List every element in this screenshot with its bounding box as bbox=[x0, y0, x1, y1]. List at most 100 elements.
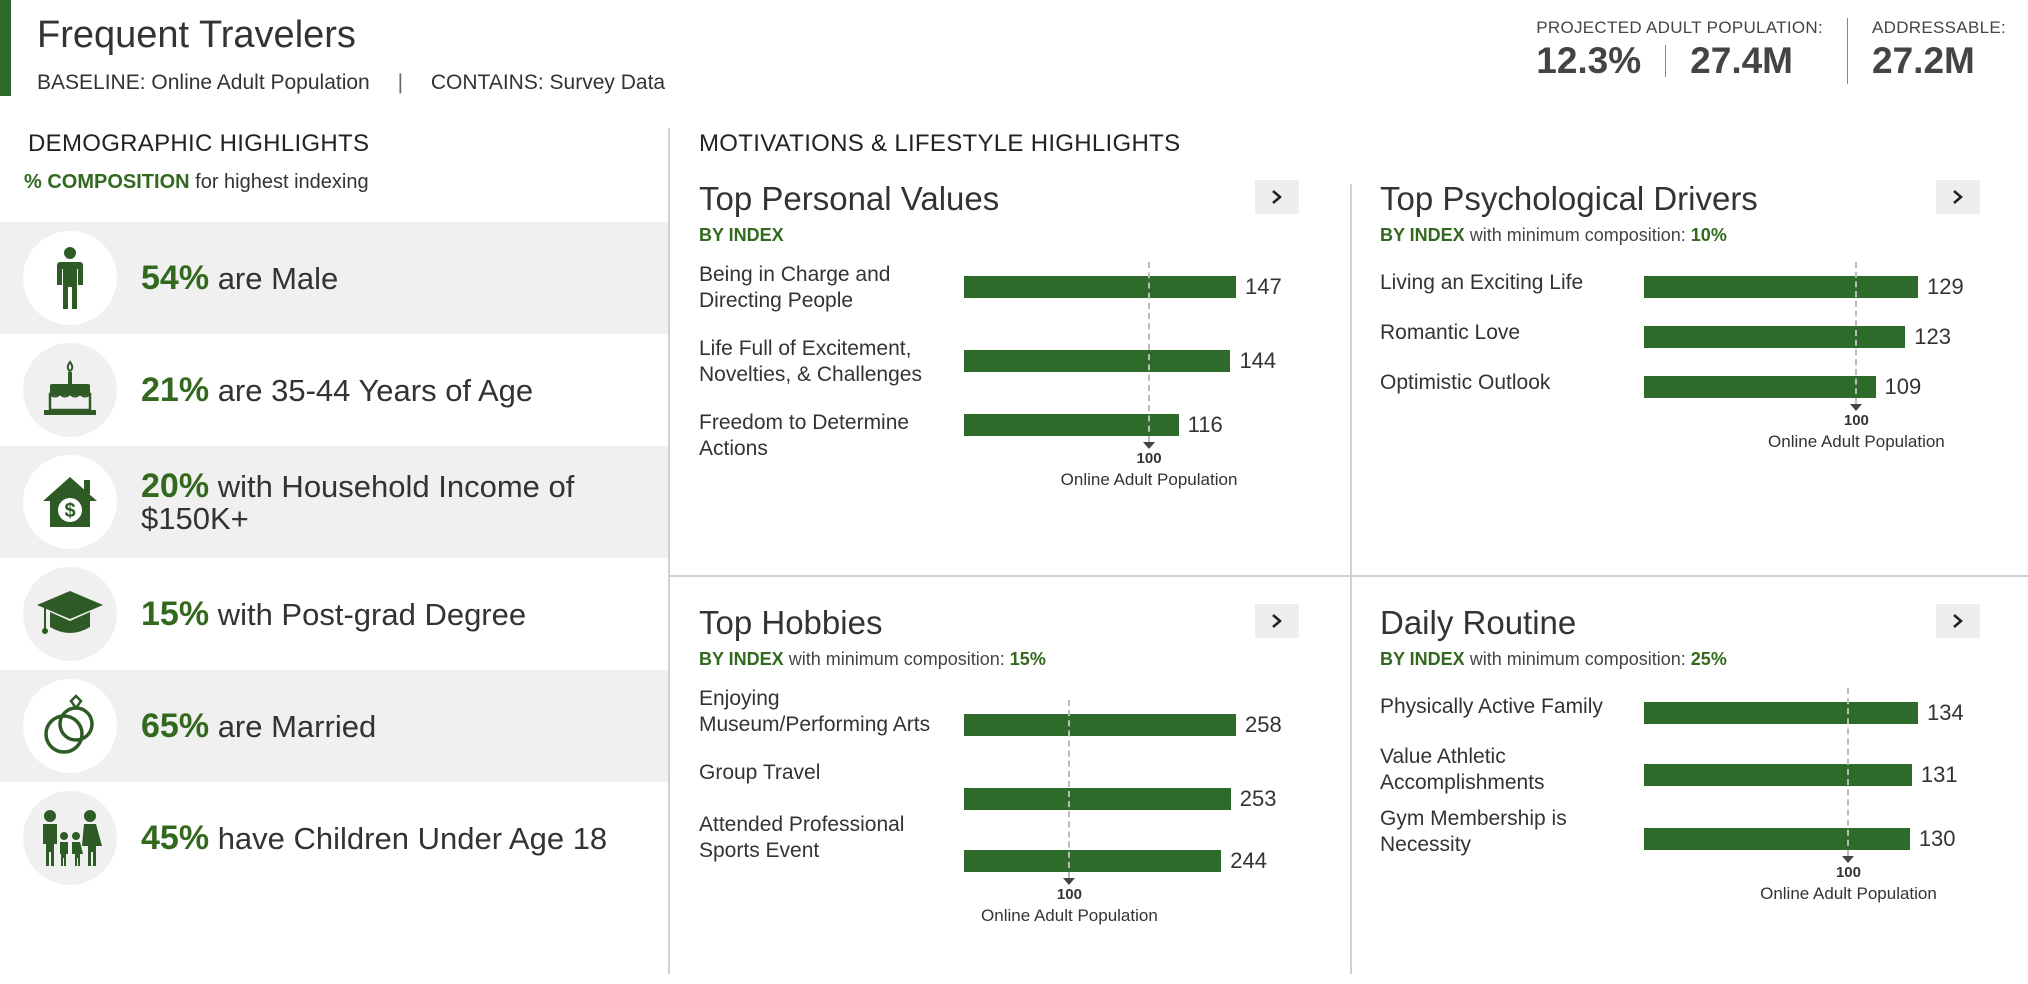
index-bar bbox=[964, 276, 1236, 298]
composition-rest: for highest indexing bbox=[195, 171, 369, 193]
addressable-count: 27.2M bbox=[1872, 40, 1975, 81]
baseline-reference-value: 100 bbox=[1056, 886, 1082, 903]
panel-title: Top Psychological Drivers bbox=[1380, 180, 1758, 217]
composition-label: % COMPOSITION bbox=[24, 171, 190, 193]
panel-top-psychological-drivers: Top Psychological Drivers BY INDEX with … bbox=[1380, 180, 2010, 560]
bar-value: 109 bbox=[1884, 374, 1922, 399]
by-index-label: BY INDEX bbox=[699, 649, 784, 669]
by-index-label: BY INDEX bbox=[1380, 649, 1465, 669]
demographic-label: are Male bbox=[217, 260, 339, 296]
bar-value: 123 bbox=[1914, 324, 1951, 349]
expand-button[interactable] bbox=[1936, 604, 1980, 638]
panel-top-personal-values: Top Personal Values BY INDEX Being in Ch… bbox=[699, 180, 1329, 560]
panel-title: Top Personal Values bbox=[699, 180, 1000, 217]
bar-value: 258 bbox=[1245, 712, 1282, 737]
demographic-heading: DEMOGRAPHIC HIGHLIGHTS bbox=[28, 130, 370, 157]
baseline-reference-label: Online Adult Population bbox=[981, 906, 1158, 925]
demographic-pct: 15% bbox=[141, 594, 210, 633]
expand-button[interactable] bbox=[1936, 180, 1980, 214]
projected-count: 27.4M bbox=[1690, 40, 1794, 81]
demographic-row: 45% have Children Under Age 18 bbox=[0, 782, 668, 894]
by-index-label: BY INDEX bbox=[1380, 225, 1465, 245]
baseline-reference-value: 100 bbox=[1835, 864, 1861, 881]
demographic-row: 21% are 35-44 Years of Age bbox=[0, 334, 668, 446]
baseline-reference-label: Online Adult Population bbox=[1768, 432, 1945, 451]
demographic-row: 15% with Post-grad Degree bbox=[0, 558, 668, 670]
panel-divider bbox=[668, 575, 2028, 577]
demographic-pct: 65% bbox=[141, 706, 210, 745]
bar-label: Value Athletic Accomplishments bbox=[1380, 745, 1545, 794]
panel-title: Top Hobbies bbox=[699, 604, 883, 641]
chevron-right-icon bbox=[1272, 190, 1282, 204]
baseline-reference-value: 100 bbox=[1136, 450, 1162, 467]
baseline-marker-icon bbox=[1143, 442, 1156, 449]
min-composition-value: 25% bbox=[1690, 649, 1727, 669]
baseline-reference-line bbox=[1855, 262, 1858, 404]
contains-value: Survey Data bbox=[549, 71, 666, 94]
expand-button[interactable] bbox=[1255, 180, 1299, 214]
projected-pct: 12.3% bbox=[1536, 40, 1642, 81]
min-composition-value: 10% bbox=[1690, 225, 1727, 245]
section-divider bbox=[668, 128, 670, 974]
wedding-rings-icon bbox=[23, 679, 117, 773]
demographic-row: 54% are Male bbox=[0, 222, 668, 334]
index-bar bbox=[964, 788, 1231, 810]
chevron-right-icon bbox=[1953, 190, 1963, 204]
stat-divider bbox=[1847, 18, 1849, 84]
index-bar bbox=[1644, 326, 1906, 348]
family-icon bbox=[23, 791, 117, 885]
male-person-icon bbox=[23, 231, 117, 325]
demographic-pct: 21% bbox=[141, 370, 210, 409]
min-composition-label: with minimum composition: bbox=[1469, 649, 1686, 669]
index-bar bbox=[964, 414, 1179, 436]
bar-value: 116 bbox=[1187, 412, 1223, 437]
bar-value: 134 bbox=[1927, 700, 1964, 725]
expand-button[interactable] bbox=[1255, 604, 1299, 638]
index-bar bbox=[964, 850, 1222, 872]
index-bar bbox=[964, 714, 1236, 736]
index-bar bbox=[964, 350, 1231, 372]
baseline-reference-value: 100 bbox=[1843, 412, 1869, 429]
panel-subtitle: BY INDEX with minimum composition: 15% bbox=[699, 649, 1046, 670]
by-index-label: BY INDEX bbox=[699, 225, 784, 245]
index-bar bbox=[1644, 702, 1918, 724]
bar-label: Life Full of Excitement, Novelties, & Ch… bbox=[699, 337, 922, 386]
demographic-pct: 54% bbox=[141, 258, 210, 297]
demographic-label: have Children Under Age 18 bbox=[217, 820, 608, 856]
index-bar bbox=[1644, 828, 1910, 850]
demographic-label: with Household Income of $150K+ bbox=[141, 468, 575, 536]
projected-label: PROJECTED ADULT POPULATION: bbox=[1536, 18, 1824, 37]
panel-title: Daily Routine bbox=[1380, 604, 1577, 641]
demographic-label: are Married bbox=[217, 708, 377, 744]
demographic-label: with Post-grad Degree bbox=[217, 596, 527, 632]
bar-value: 129 bbox=[1927, 274, 1964, 299]
bar-label: Optimistic Outlook bbox=[1380, 371, 1551, 394]
baseline-reference-line bbox=[1068, 700, 1071, 878]
addressable-population: ADDRESSABLE: 27.2M bbox=[1872, 18, 2006, 84]
min-composition-label: with minimum composition: bbox=[1469, 225, 1686, 245]
demographic-label: are 35-44 Years of Age bbox=[217, 372, 534, 408]
panel-subtitle: BY INDEX bbox=[699, 225, 784, 246]
svg-text:$: $ bbox=[64, 500, 75, 522]
accent-bar bbox=[0, 0, 11, 96]
page-title: Frequent Travelers bbox=[37, 14, 356, 56]
addressable-label: ADDRESSABLE: bbox=[1872, 18, 2006, 37]
index-bar bbox=[1644, 276, 1918, 298]
panel-daily-routine: Daily Routine BY INDEX with minimum comp… bbox=[1380, 604, 2010, 984]
bar-label: Living an Exciting Life bbox=[1380, 271, 1584, 294]
population-stats: PROJECTED ADULT POPULATION: 12.3% 27.4M … bbox=[1536, 18, 2006, 84]
min-composition-value: 15% bbox=[1009, 649, 1046, 669]
panel-top-hobbies: Top Hobbies BY INDEX with minimum compos… bbox=[699, 604, 1329, 984]
bar-value: 147 bbox=[1245, 274, 1282, 299]
baseline-value: Online Adult Population bbox=[151, 71, 370, 94]
bar-label: Freedom to Determine Actions bbox=[699, 411, 910, 460]
header-separator: | bbox=[397, 71, 404, 94]
bar-label: Being in Charge and Directing People bbox=[699, 263, 891, 312]
bar-value: 253 bbox=[1239, 786, 1277, 811]
demographic-pct: 20% bbox=[141, 466, 210, 505]
baseline-reference-label: Online Adult Population bbox=[1060, 470, 1238, 489]
panel-divider bbox=[1350, 184, 1352, 974]
bar-label: Physically Active Family bbox=[1380, 695, 1603, 718]
bar-value: 131 bbox=[1920, 762, 1958, 787]
baseline-label: BASELINE: bbox=[37, 71, 146, 94]
